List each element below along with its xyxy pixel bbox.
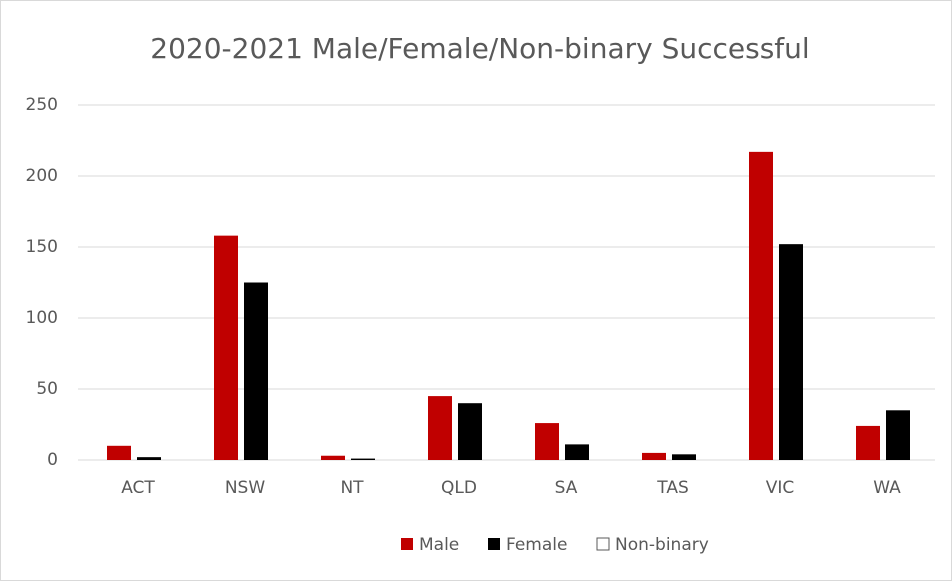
bar [458, 403, 482, 460]
legend-label: Non-binary [615, 535, 709, 555]
y-tick-label: 200 [26, 166, 58, 186]
legend-swatch [401, 538, 413, 550]
bar [321, 455, 345, 460]
y-tick-label: 50 [36, 379, 58, 399]
x-tick-label: NSW [225, 478, 266, 498]
legend-label: Female [506, 535, 567, 555]
bar [535, 423, 559, 460]
legend-label: Male [419, 535, 459, 555]
y-tick-label: 150 [26, 237, 58, 257]
x-tick-label: QLD [441, 478, 477, 498]
bar [244, 282, 268, 460]
y-tick-label: 100 [26, 308, 58, 328]
bar [886, 410, 910, 460]
bar [107, 445, 131, 460]
chart-title: 2020-2021 Male/Female/Non-binary Success… [150, 32, 809, 65]
bar [565, 444, 589, 460]
x-tick-label: NT [340, 478, 364, 498]
x-tick-label: ACT [121, 478, 155, 498]
y-tick-label: 250 [26, 95, 58, 115]
bar [428, 396, 452, 460]
bar [672, 454, 696, 460]
bar [749, 151, 773, 461]
bar [137, 457, 161, 460]
legend-swatch [488, 538, 500, 550]
bar [214, 235, 238, 460]
x-tick-label: SA [555, 478, 578, 498]
x-tick-label: VIC [766, 478, 795, 498]
bar [642, 452, 666, 460]
x-tick-label: WA [873, 478, 901, 498]
legend-swatch [596, 537, 610, 551]
bar [856, 425, 880, 460]
x-tick-label: TAS [656, 478, 689, 498]
bar [779, 244, 803, 460]
bar [351, 458, 375, 460]
y-tick-label: 0 [47, 450, 58, 470]
